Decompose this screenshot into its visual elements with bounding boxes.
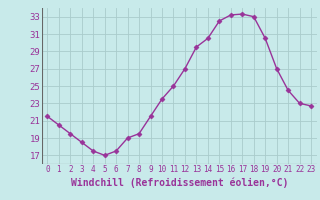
X-axis label: Windchill (Refroidissement éolien,°C): Windchill (Refroidissement éolien,°C) [70, 177, 288, 188]
